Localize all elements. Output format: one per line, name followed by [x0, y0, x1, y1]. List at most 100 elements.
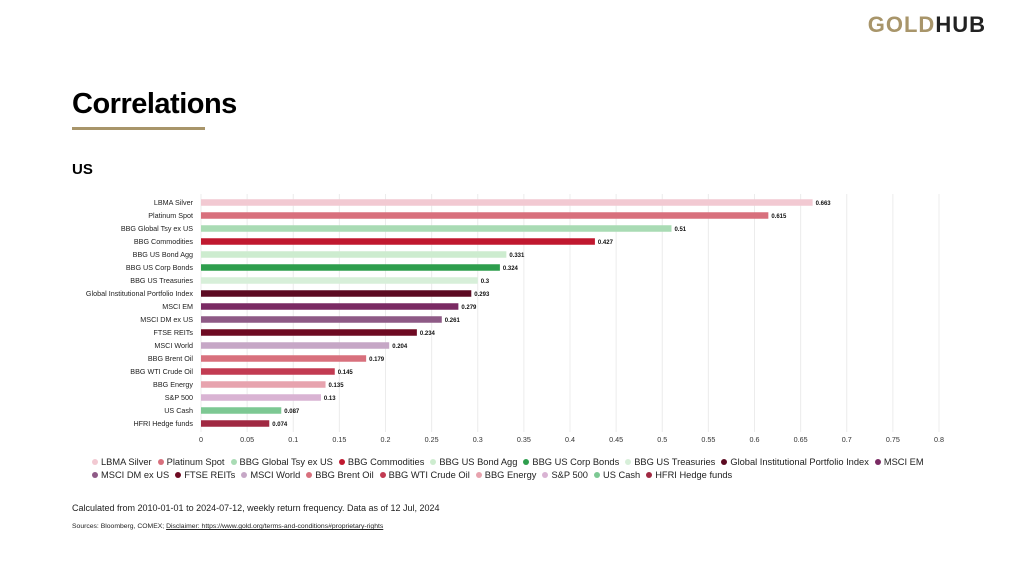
bar: [201, 303, 459, 310]
x-tick-label: 0.1: [288, 435, 298, 444]
legend-label: BBG US Bond Agg: [439, 457, 518, 467]
logo-hub-text: HUB: [935, 12, 986, 37]
category-label: BBG Global Tsy ex US: [121, 224, 193, 233]
x-tick-label: 0.55: [701, 435, 715, 444]
legend-dot-icon: [175, 472, 182, 478]
x-tick-label: 0.5: [657, 435, 667, 444]
category-label: HFRI Hedge funds: [133, 419, 193, 428]
value-label: 0.663: [816, 201, 832, 207]
category-label: BBG Energy: [153, 380, 193, 389]
category-label: BBG US Treasuries: [130, 276, 193, 285]
legend-label: BBG Energy: [484, 470, 537, 480]
value-label: 0.324: [503, 266, 519, 272]
bar: [201, 420, 270, 427]
legend-item[interactable]: US Cash: [593, 469, 640, 482]
legend-dot-icon: [874, 459, 881, 465]
x-tick-label: 0.2: [381, 435, 391, 444]
bar: [201, 277, 478, 284]
legend-dot-icon: [379, 472, 386, 478]
x-tick-label: 0.05: [240, 435, 254, 444]
legend-item[interactable]: Platinum Spot: [157, 456, 225, 469]
bar: [201, 290, 472, 297]
x-tick-label: 0: [199, 435, 203, 444]
bar: [201, 316, 442, 323]
category-label: BBG Commodities: [134, 237, 194, 246]
legend-item[interactable]: LBMA Silver: [92, 456, 152, 469]
legend-dot-icon: [721, 459, 728, 465]
legend-dot-icon: [338, 459, 345, 465]
legend-item[interactable]: BBG US Corp Bonds: [523, 456, 619, 469]
legend-label: BBG US Corp Bonds: [532, 457, 620, 467]
legend-item[interactable]: HFRI Hedge funds: [646, 469, 732, 482]
legend-dot-icon: [523, 459, 530, 465]
legend-item[interactable]: BBG Commodities: [338, 456, 425, 469]
legend-label: MSCI DM ex US: [101, 470, 170, 480]
category-labels: LBMA Silver Platinum Spot BBG Global Tsy e…: [86, 198, 194, 428]
value-label: 0.279: [461, 305, 477, 311]
chart-subtitle: US: [72, 161, 93, 178]
legend-item[interactable]: MSCI DM ex US: [92, 469, 169, 482]
legend-item[interactable]: FTSE REITs: [175, 469, 235, 482]
legend-dot-icon: [241, 472, 248, 478]
legend-dot-icon: [92, 459, 98, 465]
legend-label: Platinum Spot: [166, 457, 225, 467]
legend-label: S&P 500: [551, 470, 588, 480]
legend-dot-icon: [646, 472, 653, 478]
bar: [201, 394, 321, 401]
category-label: Platinum Spot: [148, 211, 193, 220]
legend-dot-icon: [306, 472, 313, 478]
legend-item[interactable]: BBG WTI Crude Oil: [379, 469, 470, 482]
value-label: 0.145: [338, 370, 354, 376]
goldhub-logo[interactable]: GOLDHUB: [868, 12, 986, 38]
legend-label: FTSE REITs: [184, 470, 236, 480]
legend-dot-icon: [542, 472, 549, 478]
bar: [201, 355, 367, 362]
legend-item[interactable]: BBG Brent Oil: [306, 469, 374, 482]
bar: [201, 264, 500, 271]
bar: [201, 251, 507, 258]
legend-label: LBMA Silver: [101, 457, 152, 467]
bar: [201, 342, 390, 349]
category-label: Global Institutional Portfolio Index: [86, 289, 193, 298]
value-label: 0.615: [771, 214, 787, 220]
legend-item[interactable]: BBG Energy: [475, 469, 537, 482]
legend-item[interactable]: MSCI EM: [874, 456, 924, 469]
x-tick-label: 0.4: [565, 435, 575, 444]
value-label: 0.087: [284, 409, 300, 415]
disclaimer-link[interactable]: Disclaimer: https://www.gold.org/terms-a…: [166, 523, 384, 530]
category-label: FTSE REITs: [153, 328, 193, 337]
bar: [201, 368, 335, 375]
legend-item[interactable]: MSCI World: [241, 469, 300, 482]
legend-item[interactable]: Global Institutional Portfolio Index: [721, 456, 869, 469]
chart-legend: LBMA Silver Platinum Spot BBG Global Tsy e…: [92, 456, 952, 482]
value-label: 0.13: [324, 396, 336, 402]
legend-dot-icon: [593, 472, 600, 478]
legend-dot-icon: [475, 472, 482, 478]
legend-label: BBG US Treasuries: [634, 457, 716, 467]
x-tick-label: 0.45: [609, 435, 623, 444]
x-tick-label: 0.8: [934, 435, 944, 444]
bar: [201, 199, 813, 206]
x-tick-label: 0.3: [473, 435, 483, 444]
legend-item[interactable]: BBG US Treasuries: [625, 456, 715, 469]
x-tick-label: 0.35: [517, 435, 531, 444]
x-tick-label: 0.7: [842, 435, 852, 444]
category-label: MSCI EM: [162, 302, 193, 311]
legend-item[interactable]: BBG US Bond Agg: [430, 456, 517, 469]
legend-label: BBG Commodities: [347, 457, 425, 467]
value-label: 0.427: [598, 240, 614, 246]
bar: [201, 238, 595, 245]
legend-item[interactable]: BBG Global Tsy ex US: [230, 456, 333, 469]
legend-label: Global Institutional Portfolio Index: [730, 457, 869, 467]
title-underline: [72, 127, 205, 130]
grid-lines: [200, 194, 940, 432]
logo-gold-text: GOLD: [867, 12, 936, 37]
legend-dot-icon: [430, 459, 437, 465]
value-label: 0.179: [369, 357, 385, 363]
legend-item[interactable]: S&P 500: [542, 469, 588, 482]
bar: [201, 329, 417, 336]
legend-dot-icon: [230, 459, 237, 465]
legend-dot-icon: [625, 459, 632, 465]
sources-text: Sources: Bloomberg, COMEX;: [72, 523, 165, 530]
x-axis-ticks: 0 0.05 0.1 0.15 0.2 0.25 0.3 0.35 0.4 0.45 0.5 0.55…: [199, 435, 944, 444]
